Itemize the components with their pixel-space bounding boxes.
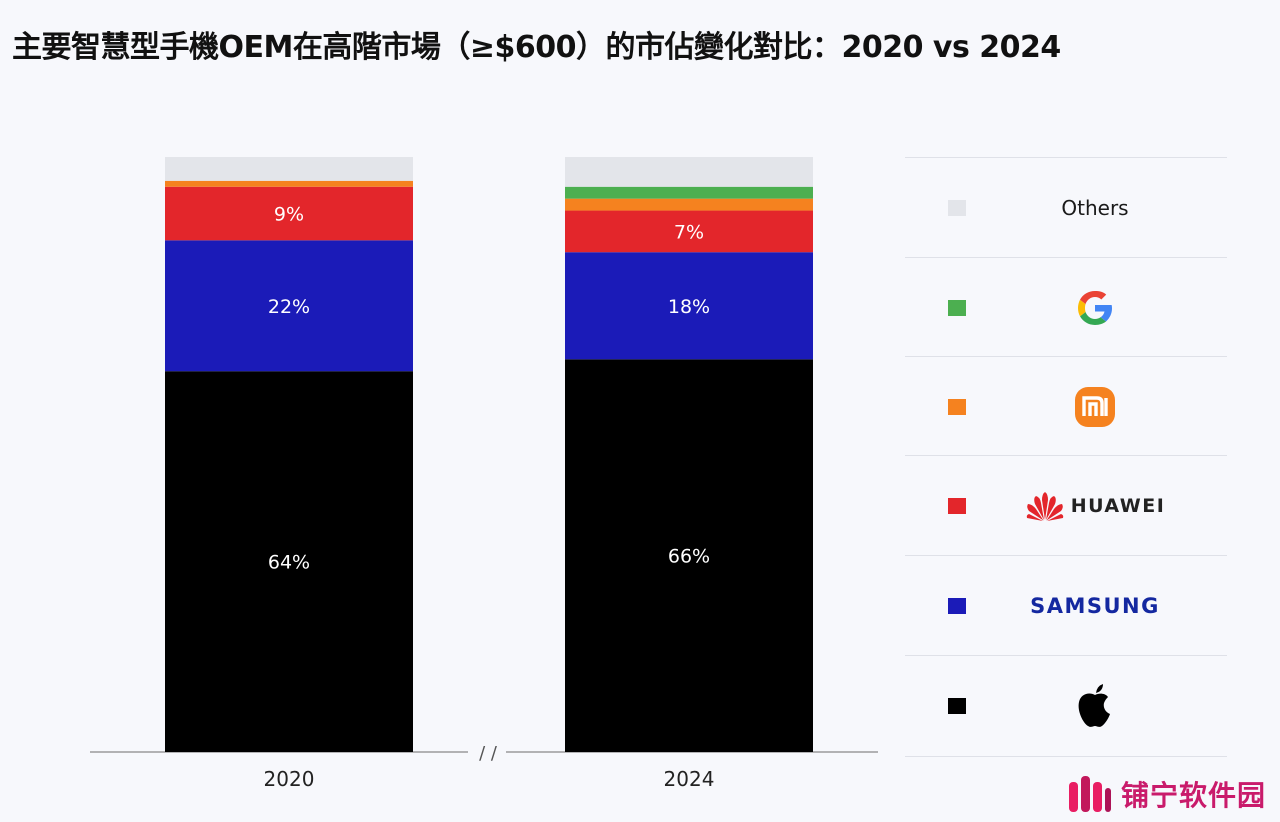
bar-segment-samsung-2024: [565, 252, 813, 360]
watermark-logo-icon: [1068, 776, 1111, 812]
stacked-bar-chart: / / 64% 22% 9% 2020 66% 18% 7% 2024: [90, 157, 878, 791]
bar-segment-huawei-2024: [565, 210, 813, 253]
axis-break-marker: / /: [479, 743, 498, 764]
data-label-apple-2024: 66%: [668, 546, 710, 568]
data-label-samsung-2020: 22%: [268, 296, 310, 318]
google-logo-icon: [1078, 291, 1112, 325]
chart-title: 主要智慧型手機OEM在高階市場（≥$600）的市佔變化對比：2020 vs 20…: [12, 30, 1061, 65]
legend-swatch-google: [948, 300, 966, 316]
bar-segment-google-2024: [565, 186, 813, 199]
bar-segment-xiaomi-2020: [165, 180, 413, 187]
bar-segment-others-2024: [565, 157, 813, 187]
bar-segment-others-2020: [165, 157, 413, 181]
data-label-huawei-2020: 9%: [274, 204, 304, 226]
legend-label-huawei: HUAWEI: [1070, 495, 1166, 517]
data-label-samsung-2024: 18%: [668, 296, 710, 318]
legend-swatch-huawei: [948, 498, 966, 514]
legend-swatch-xiaomi: [948, 399, 966, 415]
legend-label-samsung: SAMSUNG: [1030, 594, 1160, 618]
apple-logo-icon: [1078, 684, 1110, 727]
legend-label-others: Others: [1061, 196, 1129, 220]
watermark: 铺宁软件园: [1067, 774, 1266, 814]
legend-item-google: [905, 257, 1227, 358]
bar-segment-apple-2020: [165, 371, 413, 752]
bar-segment-xiaomi-2024: [565, 198, 813, 211]
bar-segment-samsung-2020: [165, 240, 413, 372]
x-tick-label-2020: 2020: [264, 767, 315, 791]
legend-swatch-others: [948, 200, 966, 216]
data-label-huawei-2024: 7%: [674, 221, 704, 243]
legend-swatch-samsung: [948, 598, 966, 614]
huawei-flower-icon: [1026, 492, 1063, 521]
legend-item-xiaomi: [905, 356, 1227, 457]
x-tick-label-2024: 2024: [664, 767, 715, 791]
legend-item-apple: [905, 655, 1227, 757]
bar-segment-apple-2024: [565, 359, 813, 752]
legend-item-others: Others: [905, 157, 1227, 258]
data-label-apple-2020: 64%: [268, 552, 310, 574]
legend-item-huawei: HUAWEI: [905, 455, 1227, 556]
watermark-text: 铺宁软件园: [1120, 779, 1266, 812]
xiaomi-logo-icon: [1075, 387, 1115, 427]
bar-segment-huawei-2020: [165, 186, 413, 241]
legend-item-samsung: SAMSUNG: [905, 555, 1227, 656]
legend-swatch-apple: [948, 698, 966, 714]
